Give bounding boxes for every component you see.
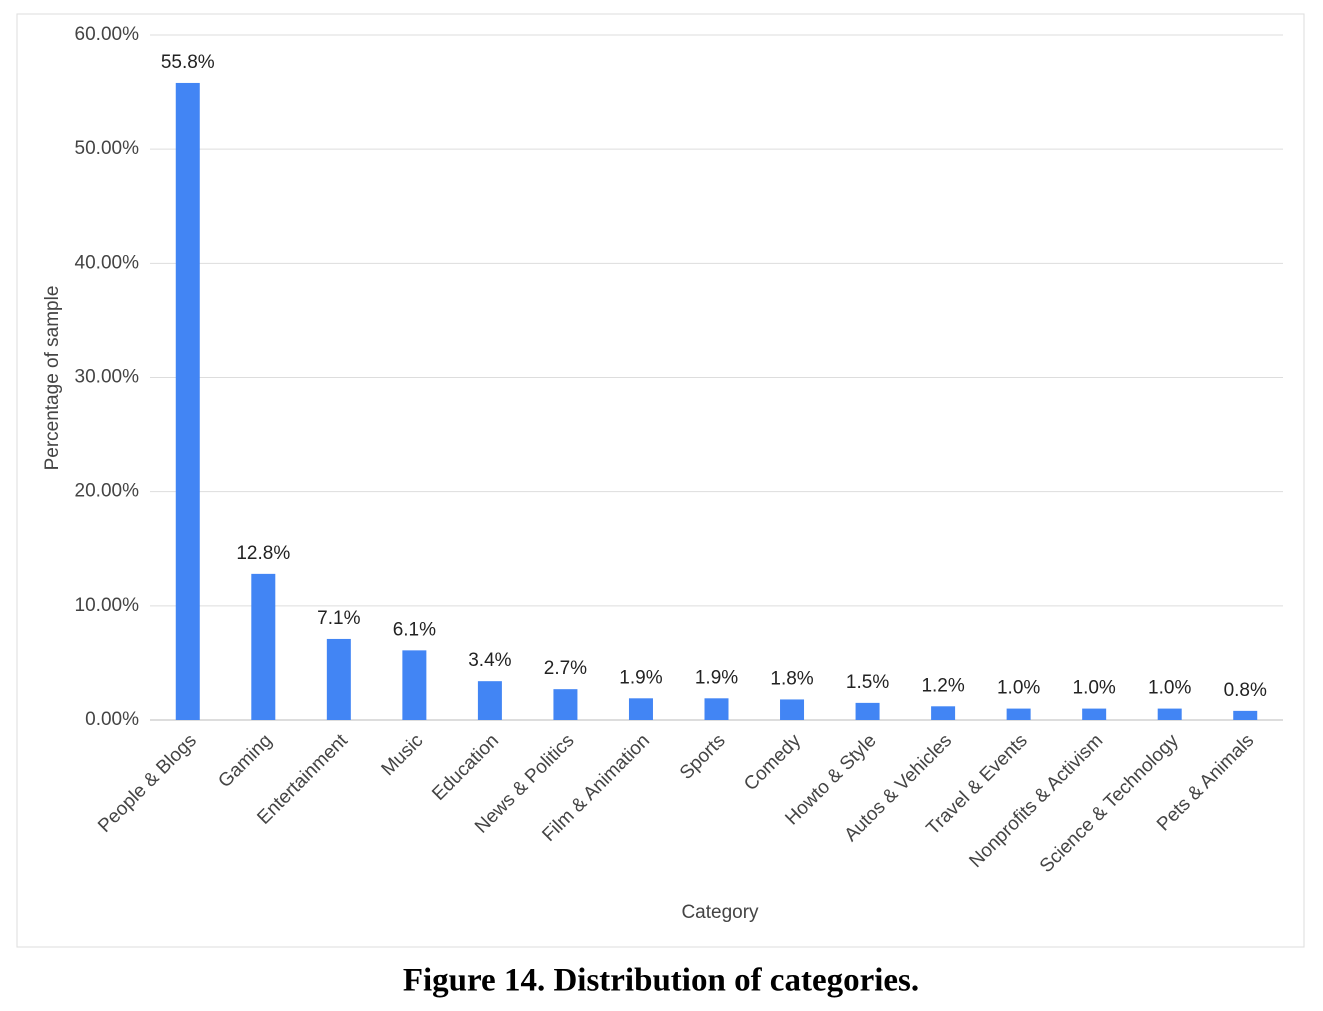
value-label: 55.8% — [161, 52, 215, 73]
bar — [628, 698, 653, 720]
value-label: 1.8% — [770, 668, 813, 689]
y-tick-label: 40.00% — [75, 252, 140, 273]
bar — [704, 698, 729, 720]
bar — [553, 689, 578, 720]
bar — [326, 638, 351, 720]
bar — [1006, 708, 1031, 720]
value-label: 7.1% — [317, 608, 360, 629]
value-label: 1.0% — [997, 678, 1040, 699]
x-axis-title: Category — [681, 902, 759, 923]
value-label: 2.7% — [544, 658, 587, 679]
value-label: 0.8% — [1224, 680, 1267, 701]
value-label: 1.9% — [695, 667, 738, 688]
y-tick-label: 60.00% — [75, 24, 140, 45]
value-label: 6.1% — [393, 619, 436, 640]
value-label: 1.5% — [846, 672, 889, 693]
value-label: 1.0% — [1073, 678, 1116, 699]
bar — [780, 699, 805, 720]
bar — [251, 573, 276, 720]
bar — [1157, 708, 1182, 720]
value-label: 1.2% — [921, 675, 964, 696]
bar — [931, 706, 956, 720]
y-tick-label: 20.00% — [75, 481, 140, 502]
value-label: 1.0% — [1148, 678, 1191, 699]
y-tick-label: 30.00% — [75, 367, 140, 388]
value-label: 3.4% — [468, 650, 511, 671]
bar — [1233, 710, 1258, 720]
bar — [175, 82, 200, 720]
bar — [855, 702, 880, 720]
y-tick-label: 10.00% — [75, 595, 140, 616]
y-tick-label: 50.00% — [75, 138, 140, 159]
bar — [477, 681, 502, 720]
value-label: 1.9% — [619, 667, 662, 688]
caption: Figure 14. Distribution of categories. — [403, 963, 919, 999]
chart-frame — [16, 13, 1305, 948]
bar — [402, 650, 427, 720]
value-label: 12.8% — [236, 543, 290, 564]
y-tick-label: 0.00% — [85, 709, 139, 730]
bar — [1082, 708, 1107, 720]
y-axis-title: Percentage of sample — [42, 286, 63, 471]
